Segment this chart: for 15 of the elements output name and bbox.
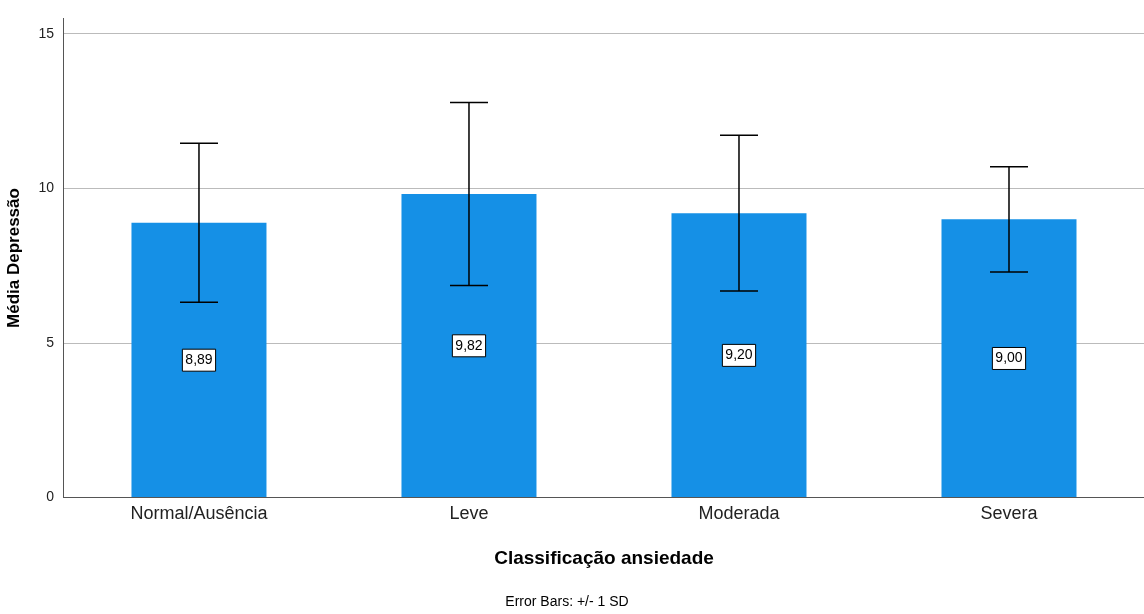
- x-tick-label: Normal/Ausência: [130, 503, 269, 524]
- y-axis-title: Média Depressão: [3, 188, 23, 328]
- text: Error Bars: +/- 1 SD: [505, 592, 629, 609]
- data-label: 9,00: [995, 349, 1023, 366]
- y-tick-label: 15: [38, 24, 55, 41]
- y-tick-label: 5: [46, 333, 55, 350]
- data-label: 9,82: [455, 336, 483, 353]
- x-tick-label: Moderada: [698, 503, 781, 524]
- x-axis-title: Classificação ansiedade: [494, 546, 714, 568]
- data-label: 8,89: [185, 351, 213, 368]
- data-label: 9,20: [725, 346, 753, 363]
- y-tick-label: 10: [38, 179, 55, 196]
- x-tick-label: Severa: [980, 503, 1039, 524]
- y-tick-label: 0: [46, 488, 55, 505]
- x-tick-label: Leve: [449, 503, 489, 524]
